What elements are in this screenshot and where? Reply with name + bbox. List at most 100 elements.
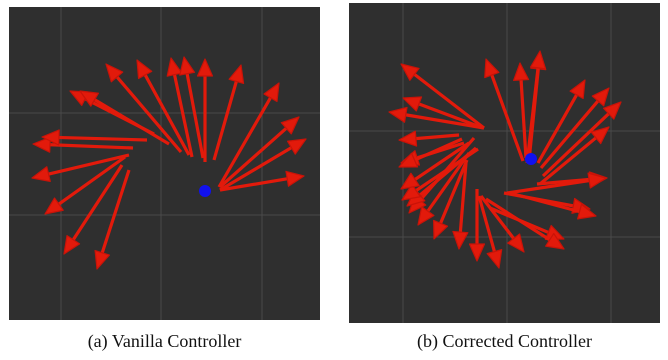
- arrow: [433, 159, 469, 240]
- arrow: [31, 153, 130, 182]
- arrow-shaft: [92, 97, 170, 146]
- arrow-head: [468, 243, 486, 262]
- arrow-head: [179, 56, 196, 76]
- arrow: [219, 138, 307, 192]
- arrow: [136, 59, 191, 156]
- arrow-shaft: [509, 191, 582, 214]
- arrow-shaft: [172, 72, 194, 158]
- arrow-head: [280, 116, 300, 135]
- arrow: [538, 126, 610, 186]
- arrow: [525, 50, 547, 164]
- arrow: [400, 63, 485, 130]
- arrow-head: [105, 63, 124, 83]
- arrow-head: [433, 219, 449, 240]
- arrow-head: [63, 235, 81, 255]
- arrow-head: [398, 152, 419, 168]
- arrow-head: [590, 126, 610, 145]
- arrow: [485, 197, 565, 250]
- arrow-shaft: [56, 155, 126, 207]
- arrow-shaft: [46, 153, 130, 177]
- arrow-shaft: [212, 78, 239, 161]
- arrow: [388, 106, 485, 130]
- arrow: [402, 96, 484, 130]
- arrow-head: [285, 170, 305, 187]
- arrow-shaft: [218, 125, 289, 189]
- arrow: [468, 189, 486, 262]
- arrow-shaft: [413, 133, 460, 141]
- arrow-head: [569, 79, 586, 100]
- arrow-shaft: [416, 101, 484, 130]
- arrow-shaft: [219, 145, 294, 192]
- arrow: [79, 90, 170, 146]
- arrow-shaft: [485, 197, 553, 243]
- arrow-head: [136, 59, 153, 80]
- arrow-shaft: [412, 141, 470, 182]
- grid: [9, 7, 320, 320]
- arrow-shaft: [142, 72, 191, 156]
- corrected-controller-arrow-field: [349, 3, 660, 323]
- arrow-shaft: [477, 195, 497, 254]
- arrow: [179, 56, 205, 159]
- arrow-shaft: [425, 152, 471, 214]
- arrow-head: [587, 172, 607, 189]
- blue-dot: [525, 153, 537, 165]
- arrow-shaft: [411, 71, 485, 130]
- arrow-head: [545, 232, 565, 250]
- arrow: [417, 152, 471, 226]
- arrow-shaft: [438, 159, 469, 226]
- arrow-shaft: [539, 98, 601, 170]
- arrow: [218, 116, 300, 189]
- panel-corrected-controller: [349, 3, 660, 323]
- arrow-head: [512, 62, 530, 82]
- arrow: [506, 172, 607, 195]
- arrow-shaft: [413, 147, 479, 193]
- arrow: [477, 195, 503, 269]
- arrow-head: [263, 82, 280, 103]
- arrow-shaft: [479, 195, 517, 242]
- arrow-shaft: [217, 95, 273, 188]
- arrow-head: [529, 50, 547, 70]
- arrow-shaft: [70, 164, 124, 243]
- arrow: [212, 64, 245, 161]
- grid: [349, 3, 660, 323]
- arrow-head: [400, 172, 420, 190]
- arrow-head: [602, 101, 622, 120]
- arrow-shaft: [519, 77, 528, 159]
- arrow: [196, 58, 214, 162]
- arrow: [105, 63, 183, 154]
- arrow: [63, 164, 124, 255]
- arrow: [398, 130, 460, 147]
- arrow-shaft: [458, 162, 468, 235]
- arrow-shaft: [185, 71, 205, 159]
- arrow: [452, 162, 469, 250]
- arrow-shaft: [56, 135, 148, 142]
- arrow-shaft: [47, 143, 134, 150]
- arrow-shaft: [100, 169, 131, 256]
- arrow-head: [507, 233, 525, 253]
- arrow-shaft: [403, 112, 485, 130]
- arrow-head: [484, 58, 500, 79]
- arrow-shaft: [525, 65, 540, 164]
- arrow: [219, 170, 305, 192]
- arrow-head: [41, 129, 60, 146]
- arrow-shaft: [538, 135, 599, 186]
- arrow: [484, 58, 525, 162]
- arrow-head: [398, 130, 418, 147]
- arrow-head: [401, 183, 421, 201]
- arrow-head: [402, 96, 423, 112]
- arrow: [512, 62, 530, 159]
- arrow-shaft: [114, 74, 183, 154]
- arrow: [541, 101, 622, 178]
- arrow-head: [79, 90, 100, 107]
- arrow-head: [388, 106, 408, 123]
- arrow-shaft: [412, 137, 463, 163]
- arrow: [398, 137, 463, 168]
- arrow-head: [32, 136, 51, 153]
- arrow: [32, 136, 134, 153]
- arrow: [536, 79, 586, 164]
- arrow: [539, 87, 610, 170]
- blue-dot: [199, 185, 211, 197]
- vanilla-controller-arrow-field: [9, 7, 320, 320]
- arrow-shaft: [489, 72, 525, 162]
- arrow: [41, 129, 148, 146]
